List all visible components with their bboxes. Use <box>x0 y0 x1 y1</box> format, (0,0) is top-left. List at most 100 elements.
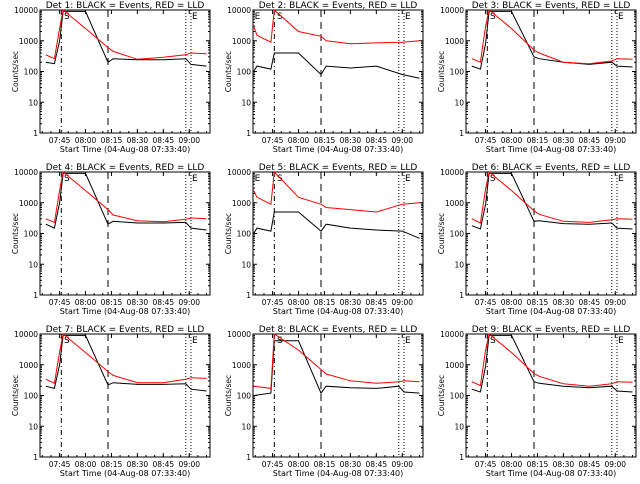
marker-label: S <box>277 174 283 184</box>
panel-title: Det 3: BLACK = Events, RED = LLD <box>472 1 631 11</box>
panel-title: Det 7: BLACK = Events, RED = LLD <box>46 325 205 335</box>
x-tick-label: 09:00 <box>604 136 626 145</box>
y-tick-label: 10 <box>241 260 251 269</box>
y-tick-label: 10 <box>28 422 38 431</box>
marker-label: E <box>192 174 198 184</box>
events-series-line <box>45 334 207 392</box>
marker-label: S <box>277 12 283 22</box>
y-tick-label: 10 <box>241 422 251 431</box>
x-tick-label: 08:15 <box>314 460 336 469</box>
x-tick-label: 08:00 <box>288 136 310 145</box>
y-tick-label: 1 <box>246 453 251 462</box>
y-axis-label: Counts/sec <box>224 213 233 254</box>
plot-frame <box>465 171 637 296</box>
marker-label: E <box>255 12 261 22</box>
plot-frame <box>252 9 424 134</box>
y-tick-label: 10 <box>454 422 464 431</box>
y-tick-label: 1 <box>459 291 464 300</box>
x-tick-label: 08:30 <box>340 136 362 145</box>
x-tick-label: 08:15 <box>527 298 549 307</box>
y-tick-label: 10 <box>454 260 464 269</box>
y-tick-label: 10000 <box>14 6 38 15</box>
x-axis-label: Start Time (04-Aug-08 07:33:40) <box>486 469 617 478</box>
x-tick-label: 08:45 <box>579 136 601 145</box>
marker-label: E <box>192 12 198 22</box>
y-tick-label: 1000 <box>445 361 464 370</box>
x-tick-label: 09:00 <box>178 136 200 145</box>
x-tick-label: 08:15 <box>314 136 336 145</box>
x-tick-label: 08:45 <box>153 460 175 469</box>
x-tick-label: 08:45 <box>153 298 175 307</box>
y-tick-label: 1 <box>33 291 38 300</box>
x-tick-label: 08:15 <box>101 136 123 145</box>
y-tick-label: 10 <box>454 98 464 107</box>
x-axis-label: Start Time (04-Aug-08 07:33:40) <box>60 469 191 478</box>
y-tick-label: 10000 <box>227 6 251 15</box>
y-tick-label: 10000 <box>14 330 38 339</box>
marker-label: E <box>405 174 411 184</box>
y-tick-label: 100 <box>237 68 252 77</box>
x-tick-label: 07:45 <box>262 298 284 307</box>
y-axis-label: Counts/sec <box>11 375 20 416</box>
y-tick-label: 1000 <box>232 199 251 208</box>
x-tick-label: 08:30 <box>553 136 575 145</box>
marker-label: S <box>490 174 496 184</box>
lld-series-line <box>45 171 207 224</box>
detector-panel-7: Det 7: BLACK = Events, RED = LLD 1 10 100 10… <box>11 325 211 478</box>
lld-series-line <box>253 8 420 45</box>
y-tick-label: 100 <box>237 392 252 401</box>
x-tick-label: 09:00 <box>391 298 413 307</box>
y-tick-label: 1 <box>459 129 464 138</box>
x-tick-label: 08:15 <box>527 460 549 469</box>
marker-label: E <box>618 174 624 184</box>
x-tick-label: 08:00 <box>501 298 523 307</box>
y-tick-label: 1000 <box>445 37 464 46</box>
x-tick-label: 08:30 <box>553 298 575 307</box>
marker-label: S <box>64 174 70 184</box>
x-tick-label: 08:45 <box>366 136 388 145</box>
y-tick-label: 1000 <box>232 37 251 46</box>
events-series-line <box>471 334 633 393</box>
y-axis-label: Counts/sec <box>224 51 233 92</box>
x-tick-label: 08:00 <box>75 460 97 469</box>
x-axis-label: Start Time (04-Aug-08 07:33:40) <box>273 145 404 154</box>
y-tick-label: 10000 <box>14 168 38 177</box>
x-tick-label: 08:15 <box>527 136 549 145</box>
x-axis-label: Start Time (04-Aug-08 07:33:40) <box>273 307 404 316</box>
events-series-line <box>45 172 207 231</box>
x-tick-label: 08:15 <box>314 298 336 307</box>
marker-label: E <box>618 12 624 22</box>
plot-frame <box>39 9 211 134</box>
x-tick-label: 09:00 <box>604 460 626 469</box>
x-tick-label: 07:45 <box>49 298 71 307</box>
x-tick-label: 07:45 <box>262 136 284 145</box>
x-tick-label: 07:45 <box>49 460 71 469</box>
x-tick-label: 08:30 <box>127 298 149 307</box>
marker-label: S <box>490 12 496 22</box>
x-tick-label: 08:45 <box>366 460 388 469</box>
plot-frame <box>465 333 637 458</box>
x-tick-label: 07:45 <box>475 460 497 469</box>
detector-panel-6: Det 6: BLACK = Events, RED = LLD 1 10 100 10… <box>437 163 637 316</box>
panel-title: Det 1: BLACK = Events, RED = LLD <box>46 1 205 11</box>
lld-series-line <box>253 170 420 213</box>
y-tick-label: 10000 <box>440 6 464 15</box>
lld-series-line <box>253 333 420 389</box>
y-tick-label: 1 <box>459 453 464 462</box>
marker-label: E <box>618 336 624 346</box>
detector-panel-2: Det 2: BLACK = Events, RED = LLD 1 10 100 10… <box>224 1 424 154</box>
y-tick-label: 10000 <box>440 168 464 177</box>
x-axis-label: Start Time (04-Aug-08 07:33:40) <box>273 469 404 478</box>
x-tick-label: 08:30 <box>553 460 575 469</box>
x-tick-label: 08:30 <box>340 460 362 469</box>
lld-series-line <box>45 9 207 60</box>
y-axis-label: Counts/sec <box>437 213 446 254</box>
x-axis-label: Start Time (04-Aug-08 07:33:40) <box>486 145 617 154</box>
lld-series-line <box>45 333 207 385</box>
x-tick-label: 08:00 <box>288 460 310 469</box>
events-series-line <box>253 340 420 396</box>
detector-panel-1: Det 1: BLACK = Events, RED = LLD 1 10 100 10… <box>11 1 211 154</box>
x-tick-label: 08:00 <box>288 298 310 307</box>
